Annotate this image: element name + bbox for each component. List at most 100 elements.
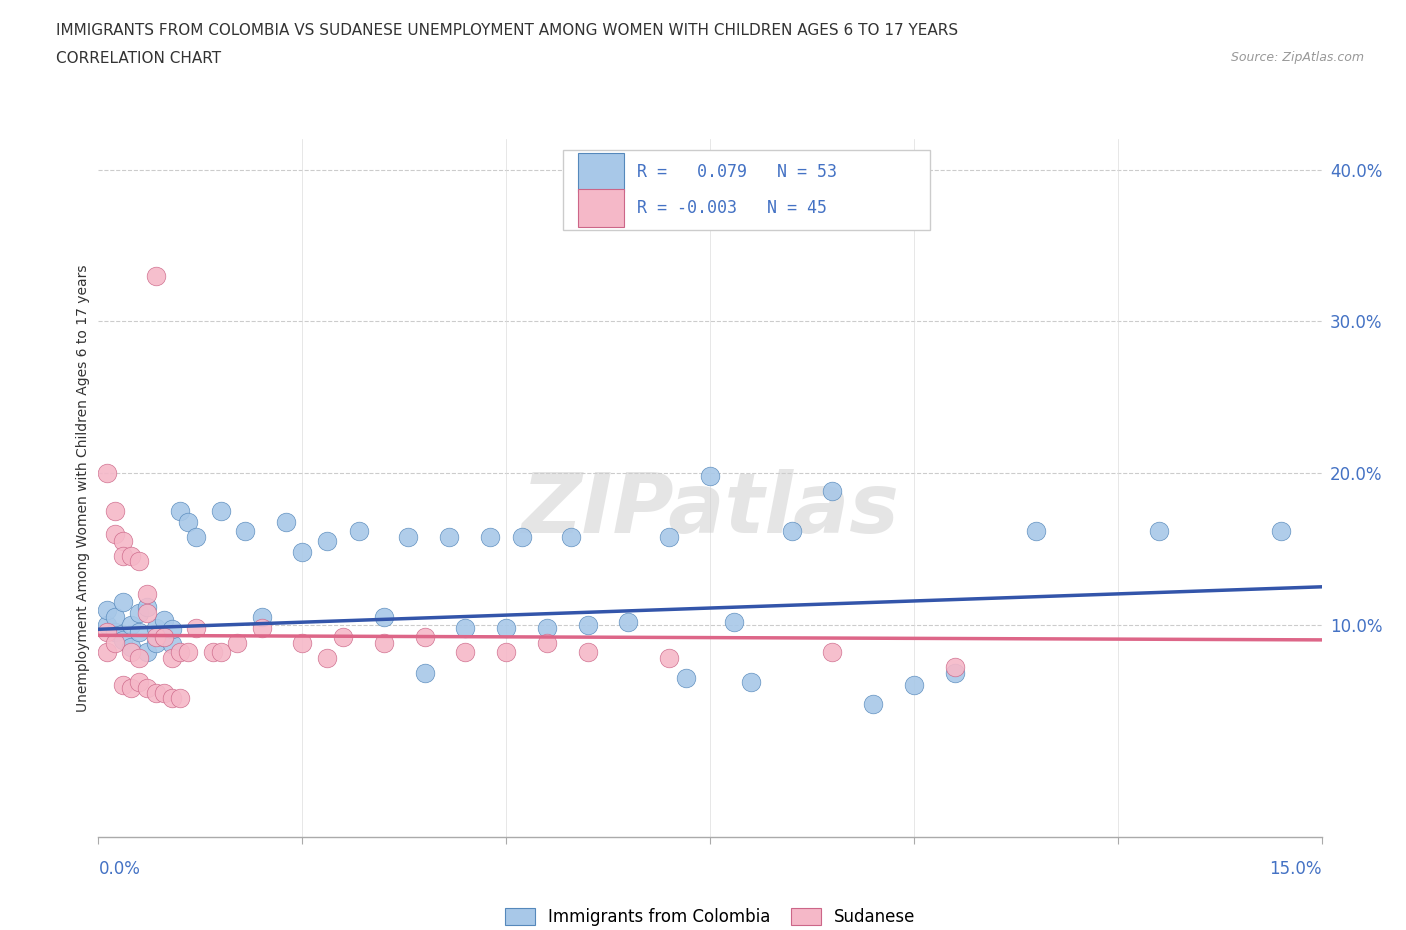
Point — [145, 620, 167, 635]
Point — [576, 644, 599, 659]
Point — [160, 622, 183, 637]
Point — [96, 618, 118, 632]
Point — [152, 685, 174, 700]
Point — [128, 675, 150, 690]
Point — [136, 681, 159, 696]
Point — [104, 635, 127, 650]
Point — [250, 620, 273, 635]
Point — [658, 529, 681, 544]
Point — [120, 549, 142, 564]
Point — [136, 605, 159, 620]
Point — [862, 697, 884, 711]
Point — [120, 644, 142, 659]
Point — [160, 637, 183, 652]
Point — [396, 529, 419, 544]
Point — [512, 529, 534, 544]
Point — [658, 651, 681, 666]
Point — [111, 678, 134, 693]
Text: Source: ZipAtlas.com: Source: ZipAtlas.com — [1230, 51, 1364, 64]
Point — [291, 544, 314, 559]
Point — [160, 690, 183, 705]
Point — [128, 605, 150, 620]
Text: ZIPatlas: ZIPatlas — [522, 469, 898, 550]
Point — [454, 620, 477, 635]
Point — [104, 610, 127, 625]
Point — [274, 514, 297, 529]
Point — [152, 630, 174, 644]
Point — [413, 630, 436, 644]
Point — [104, 625, 127, 640]
Point — [226, 635, 249, 650]
Point — [177, 644, 200, 659]
Point — [780, 524, 803, 538]
Point — [136, 644, 159, 659]
Point — [169, 690, 191, 705]
Point — [160, 651, 183, 666]
Point — [136, 599, 159, 614]
Point — [111, 534, 134, 549]
Point — [576, 618, 599, 632]
Point — [186, 620, 208, 635]
Point — [96, 644, 118, 659]
Point — [821, 484, 844, 498]
Point — [454, 644, 477, 659]
Text: R =   0.079   N = 53: R = 0.079 N = 53 — [637, 164, 837, 181]
Point — [617, 614, 640, 629]
Point — [128, 553, 150, 568]
Point — [104, 503, 127, 518]
Point — [740, 675, 762, 690]
Point — [903, 678, 925, 693]
Point — [111, 632, 134, 647]
Point — [1147, 524, 1170, 538]
Point — [821, 644, 844, 659]
Point — [250, 610, 273, 625]
Point — [560, 529, 582, 544]
Point — [96, 625, 118, 640]
Bar — [578, 153, 624, 192]
Point — [96, 602, 118, 617]
Point — [209, 644, 232, 659]
Point — [145, 685, 167, 700]
Point — [104, 526, 127, 541]
Point — [675, 671, 697, 685]
Point — [699, 469, 721, 484]
Point — [111, 549, 134, 564]
Text: IMMIGRANTS FROM COLOMBIA VS SUDANESE UNEMPLOYMENT AMONG WOMEN WITH CHILDREN AGES: IMMIGRANTS FROM COLOMBIA VS SUDANESE UNE… — [56, 23, 959, 38]
Point — [437, 529, 460, 544]
Point — [1025, 524, 1047, 538]
Point — [315, 534, 337, 549]
Point — [233, 524, 256, 538]
Point — [495, 644, 517, 659]
Point — [1270, 524, 1292, 538]
Point — [128, 651, 150, 666]
Y-axis label: Unemployment Among Women with Children Ages 6 to 17 years: Unemployment Among Women with Children A… — [76, 264, 90, 712]
Point — [145, 635, 167, 650]
Point — [96, 466, 118, 481]
Point — [943, 666, 966, 681]
Point — [120, 681, 142, 696]
Point — [943, 659, 966, 674]
Point — [177, 514, 200, 529]
Point — [349, 524, 371, 538]
Point — [120, 618, 142, 632]
Point — [152, 630, 174, 644]
Point — [169, 644, 191, 659]
Point — [332, 630, 354, 644]
Point — [315, 651, 337, 666]
Text: 0.0%: 0.0% — [98, 860, 141, 878]
Point — [413, 666, 436, 681]
Point — [145, 269, 167, 284]
Point — [291, 635, 314, 650]
Bar — [578, 189, 624, 227]
Point — [536, 620, 558, 635]
Point — [169, 503, 191, 518]
Point — [201, 644, 224, 659]
Text: CORRELATION CHART: CORRELATION CHART — [56, 51, 221, 66]
Point — [152, 613, 174, 628]
Point — [373, 610, 395, 625]
Point — [209, 503, 232, 518]
Text: 15.0%: 15.0% — [1270, 860, 1322, 878]
Text: R = -0.003   N = 45: R = -0.003 N = 45 — [637, 199, 827, 217]
Point — [136, 587, 159, 602]
Point — [145, 630, 167, 644]
